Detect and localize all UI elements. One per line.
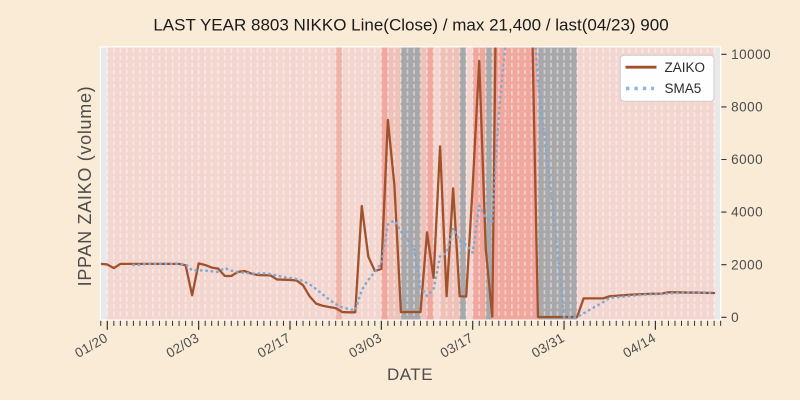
svg-text:6000: 6000 — [731, 152, 763, 167]
svg-text:ZAIKO: ZAIKO — [665, 60, 706, 75]
svg-text:DATE: DATE — [387, 365, 433, 384]
svg-text:10000: 10000 — [731, 47, 771, 62]
svg-text:4000: 4000 — [731, 205, 763, 220]
svg-text:IPPAN ZAIKO (volume): IPPAN ZAIKO (volume) — [75, 86, 95, 287]
svg-text:SMA5: SMA5 — [665, 81, 702, 96]
svg-text:LAST YEAR 8803 NIKKO Line(Clos: LAST YEAR 8803 NIKKO Line(Close) / max 2… — [153, 16, 668, 35]
svg-text:8000: 8000 — [731, 100, 763, 115]
svg-text:0: 0 — [731, 310, 739, 325]
svg-text:2000: 2000 — [731, 257, 763, 272]
